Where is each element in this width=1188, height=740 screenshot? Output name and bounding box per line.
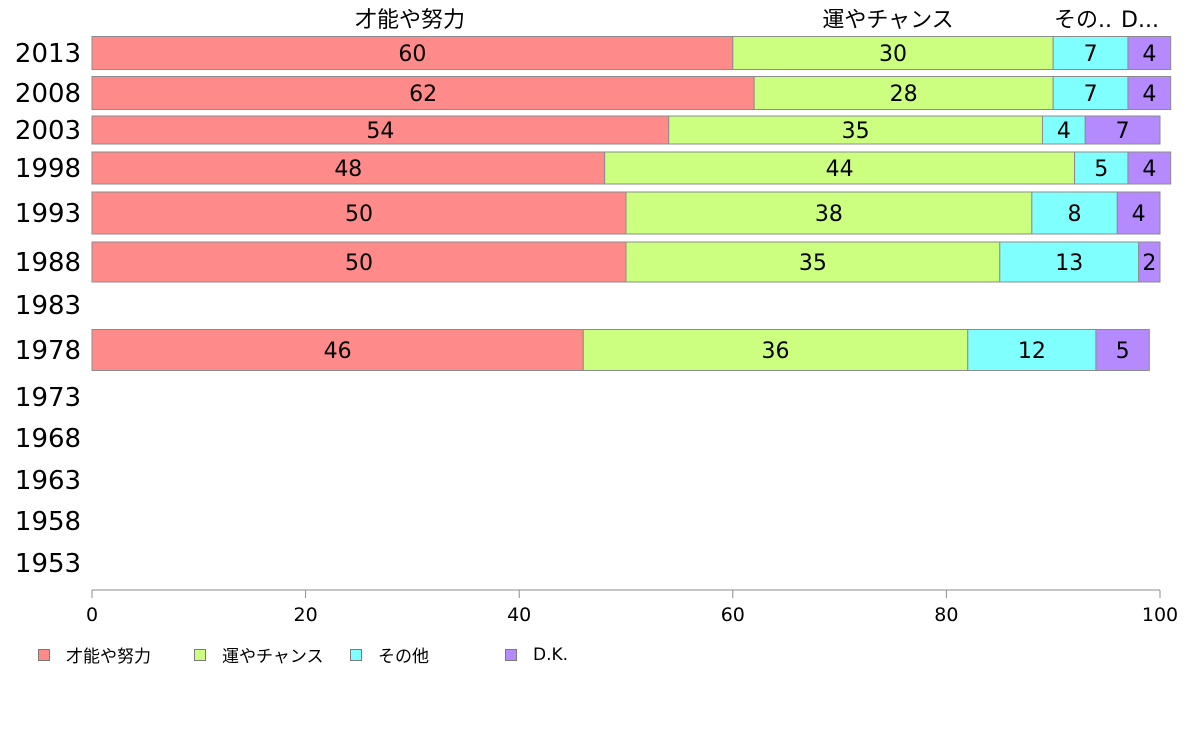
x-tick-label-20: 20 <box>294 604 318 626</box>
bar-label-talent-2008: 62 <box>409 82 437 107</box>
x-tick-label-60: 60 <box>721 604 745 626</box>
bar-other-1978 <box>967 329 1097 371</box>
bar-label-dk-2008: 4 <box>1142 82 1156 107</box>
bar-dk-1998 <box>1127 151 1172 185</box>
bar-luck-2013 <box>732 36 1054 70</box>
x-tick-label-100: 100 <box>1142 604 1178 626</box>
bar-label-luck-1998: 44 <box>826 157 854 182</box>
bar-other-2013 <box>1052 36 1129 70</box>
bar-other-1988 <box>999 241 1140 283</box>
year-label-2008: 2008 <box>15 79 81 109</box>
bar-label-talent-2013: 60 <box>398 42 426 67</box>
year-label-1968: 1968 <box>15 424 81 454</box>
bar-label-dk-2003: 7 <box>1116 119 1130 144</box>
bar-other-1993 <box>1031 191 1118 235</box>
bar-label-dk-1978: 5 <box>1116 339 1130 364</box>
legend-swatch-luck <box>194 648 206 661</box>
bar-label-other-1993: 8 <box>1068 202 1082 227</box>
bar-luck-1998 <box>604 151 1076 185</box>
bar-dk-1988 <box>1138 241 1161 283</box>
bar-label-other-1988: 13 <box>1055 251 1083 276</box>
bar-label-dk-1998: 4 <box>1142 157 1156 182</box>
x-tick-label-40: 40 <box>507 604 531 626</box>
legend-label-talent: 才能や努力 <box>66 647 151 667</box>
bar-label-luck-2013: 30 <box>879 42 907 67</box>
bar-talent-2003 <box>91 115 670 145</box>
legend-item-other: その他 <box>350 642 505 667</box>
bar-talent-1978 <box>91 329 584 371</box>
legend-item-luck: 運やチャンス <box>194 642 350 667</box>
bar-label-luck-1988: 35 <box>799 251 827 276</box>
bar-dk-2013 <box>1127 36 1172 70</box>
bar-label-talent-1993: 50 <box>345 202 373 227</box>
year-label-1998: 1998 <box>15 154 81 184</box>
bar-label-other-1998: 5 <box>1094 157 1108 182</box>
bar-talent-1998 <box>91 151 606 185</box>
bar-label-other-2013: 7 <box>1084 42 1098 67</box>
top-series-label-talent: 才能や努力 <box>355 8 465 33</box>
legend-swatch-talent <box>38 648 50 661</box>
bar-other-2008 <box>1052 76 1129 110</box>
bar-luck-2008 <box>753 76 1054 110</box>
bar-label-luck-2008: 28 <box>890 82 918 107</box>
bar-luck-1993 <box>625 191 1033 235</box>
legend-item-dk: D.K. <box>505 645 568 665</box>
year-label-1988: 1988 <box>15 248 81 278</box>
year-label-1958: 1958 <box>15 507 81 537</box>
legend-swatch-dk <box>505 648 517 661</box>
bar-label-luck-1978: 36 <box>762 339 790 364</box>
legend-label-luck: 運やチャンス <box>222 647 324 667</box>
bar-label-talent-1998: 48 <box>334 157 362 182</box>
year-label-1973: 1973 <box>15 383 81 413</box>
legend-item-talent: 才能や努力 <box>38 642 194 667</box>
bar-label-dk-1988: 2 <box>1142 251 1156 276</box>
bar-talent-1993 <box>91 191 627 235</box>
top-series-label-dk: D... <box>1121 8 1159 33</box>
bar-dk-2008 <box>1127 76 1172 110</box>
year-label-1953: 1953 <box>15 549 81 579</box>
x-tick-label-0: 0 <box>86 604 98 626</box>
legend-swatch-other <box>350 648 362 661</box>
legend: 才能や努力 運やチャンス その他 D.K. <box>38 642 568 667</box>
legend-label-other: その他 <box>378 647 429 667</box>
bar-label-other-1978: 12 <box>1018 339 1046 364</box>
year-label-2003: 2003 <box>15 116 81 146</box>
bar-luck-1988 <box>625 241 1001 283</box>
bar-label-other-2003: 4 <box>1057 119 1071 144</box>
bar-label-dk-2013: 4 <box>1142 42 1156 67</box>
bar-label-talent-1988: 50 <box>345 251 373 276</box>
year-label-1963: 1963 <box>15 466 81 496</box>
bar-label-luck-2003: 35 <box>842 119 870 144</box>
top-series-label-luck: 運やチャンス <box>822 8 953 33</box>
year-label-1993: 1993 <box>15 199 81 229</box>
bar-label-talent-1978: 46 <box>324 339 352 364</box>
bar-luck-2003 <box>668 115 1044 145</box>
bar-talent-1988 <box>91 241 627 283</box>
x-tick-label-80: 80 <box>934 604 958 626</box>
bar-luck-1978 <box>582 329 969 371</box>
bar-label-other-2008: 7 <box>1084 82 1098 107</box>
bar-label-luck-1993: 38 <box>815 202 843 227</box>
legend-label-dk: D.K. <box>533 644 569 665</box>
year-label-1983: 1983 <box>15 291 81 321</box>
bar-talent-2008 <box>91 76 755 110</box>
year-label-1978: 1978 <box>15 336 81 366</box>
top-series-label-other: その.. <box>1054 8 1112 33</box>
year-label-2013: 2013 <box>15 39 81 69</box>
bar-label-dk-1993: 4 <box>1132 202 1146 227</box>
bar-talent-2013 <box>91 36 734 70</box>
bar-dk-1993 <box>1116 191 1161 235</box>
bar-dk-1978 <box>1095 329 1150 371</box>
bar-dk-2003 <box>1084 115 1161 145</box>
bar-label-talent-2003: 54 <box>366 119 394 144</box>
